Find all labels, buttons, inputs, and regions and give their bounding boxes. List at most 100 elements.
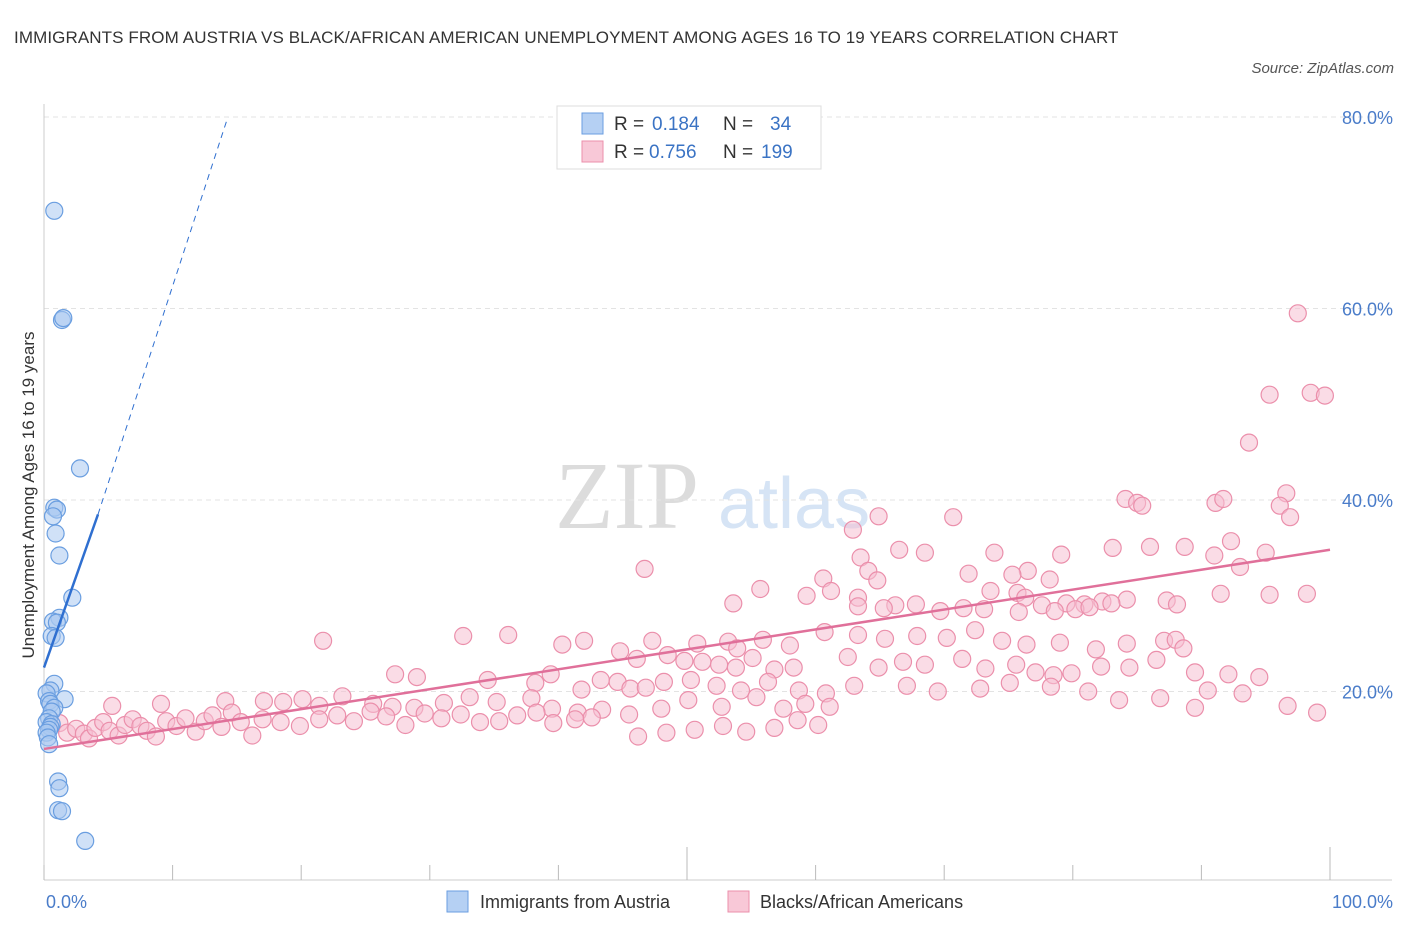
blacks-point-167: [652, 699, 671, 718]
bottom-legend-label-blacks: Blacks/African Americans: [760, 892, 963, 912]
blacks-point-155: [333, 687, 352, 706]
y-tick-label-80: 80.0%: [1342, 108, 1393, 128]
austria-point-34: [52, 802, 72, 821]
y-tick-label-40: 40.0%: [1342, 491, 1393, 511]
blacks-point-211: [490, 712, 509, 731]
blacks-point-40: [981, 581, 1000, 601]
blacks-point-113: [1147, 650, 1166, 670]
blacks-point-112: [1120, 658, 1139, 677]
blacks-point-13: [869, 507, 888, 526]
blacks-point-151: [254, 691, 273, 711]
blacks-point-140: [1079, 682, 1098, 701]
blacks-point-49: [751, 579, 770, 599]
blacks-point-217: [628, 727, 648, 746]
blacks-point-76: [992, 631, 1012, 650]
blacks-point-170: [747, 688, 766, 707]
blacks-point-135: [897, 676, 917, 695]
blacks-point-45: [1117, 590, 1136, 609]
blacks-point-139: [1041, 677, 1061, 696]
blacks-point-54: [906, 595, 926, 614]
blacks-point-117: [386, 665, 405, 684]
blacks-point-106: [976, 659, 995, 678]
blacks-point-80: [1117, 634, 1136, 653]
blacks-point-75: [965, 621, 985, 640]
axes: [43, 104, 1392, 881]
blacks-point-126: [636, 678, 655, 697]
austria-point-3: [70, 459, 90, 478]
blacks-point-107: [1007, 655, 1026, 674]
blacks-point-122: [572, 680, 591, 699]
blacks-point-17: [1140, 537, 1160, 557]
y-axis-label: Unemployment Among Ages 16 to 19 years: [19, 332, 38, 659]
blacks-point-104: [915, 655, 935, 674]
blacks-point-173: [820, 697, 839, 716]
blacks-point-201: [310, 710, 329, 729]
blacks-point-110: [1062, 664, 1081, 683]
blacks-point-28: [635, 559, 654, 579]
blacks-point-208: [432, 709, 451, 728]
blacks-point-116: [1250, 667, 1269, 687]
blacks-point-52: [848, 597, 868, 616]
trend-lines: [42, 116, 1331, 751]
blacks-point-94: [675, 651, 694, 671]
legend-r-label-1: R =: [614, 142, 644, 163]
blacks-point-152: [274, 692, 293, 712]
blacks-point-168: [679, 690, 698, 710]
blacks-point-101: [838, 647, 857, 667]
blacks-point-58: [1009, 602, 1028, 622]
blacks-point-159: [434, 693, 453, 713]
blacks-point-26: [1052, 545, 1071, 564]
blacks-point-86: [610, 642, 630, 661]
blacks-point-78: [1050, 633, 1070, 652]
blacks-point-220: [713, 716, 733, 736]
blacks-point-97: [726, 658, 746, 677]
blacks-point-16: [1103, 538, 1122, 558]
blacks-point-12: [1280, 508, 1300, 527]
austria-point-7: [46, 524, 65, 543]
blacks-point-125: [621, 679, 640, 698]
x-tick-label-0: 0.0%: [46, 892, 87, 912]
blacks-point-31: [959, 564, 978, 583]
blacks-point-214: [544, 713, 563, 733]
legend-n-value-1: 199: [761, 142, 793, 163]
blacks-point-108: [1026, 663, 1045, 682]
blacks-point-18: [1175, 537, 1194, 557]
blacks-point-206: [396, 715, 415, 735]
blacks-point-11: [1270, 496, 1289, 515]
legend-n-label-0: N =: [723, 114, 753, 135]
blacks-point-89: [728, 639, 747, 658]
blacks-point-20: [1256, 543, 1275, 562]
blacks-point-210: [470, 712, 490, 732]
blacks-point-100: [784, 658, 803, 677]
blacks-point-14: [944, 508, 963, 527]
blacks-point-114: [1185, 663, 1205, 682]
blacks-point-223: [788, 711, 807, 730]
blacks-point-146: [1307, 703, 1327, 722]
blacks-point-25: [890, 540, 909, 559]
chart-title: IMMIGRANTS FROM AUSTRIA VS BLACK/AFRICAN…: [14, 28, 1119, 47]
blacks-point-74: [937, 628, 956, 648]
blacks-point-209: [451, 705, 470, 724]
blacks-point-148: [103, 696, 122, 716]
legend-r-label-0: R =: [614, 114, 644, 135]
blacks-point-136: [928, 682, 947, 701]
blacks-point-203: [344, 712, 363, 731]
blacks-point-65: [1297, 584, 1317, 603]
blacks-point-204: [361, 702, 380, 721]
blacks-point-83: [1174, 639, 1193, 658]
blacks-point-0: [1288, 304, 1307, 323]
blacks-point-59: [1045, 601, 1064, 621]
blacks-point-172: [796, 694, 815, 714]
blacks-point-153: [293, 690, 312, 709]
blacks-point-22: [851, 548, 870, 567]
blacks-point-160: [460, 688, 479, 707]
blacks-point-51: [821, 581, 841, 601]
tick-labels: 20.0% 40.0% 60.0% 80.0% 0.0% 100.0%: [46, 108, 1393, 912]
blacks-point-8: [1133, 496, 1152, 515]
source-label: Source: ZipAtlas.com: [1251, 60, 1394, 77]
x-tick-label-100: 100.0%: [1332, 892, 1393, 912]
bottom-legend-swatch-blue: [446, 890, 469, 913]
blacks-point-166: [619, 705, 639, 724]
blacks-point-161: [487, 692, 506, 712]
